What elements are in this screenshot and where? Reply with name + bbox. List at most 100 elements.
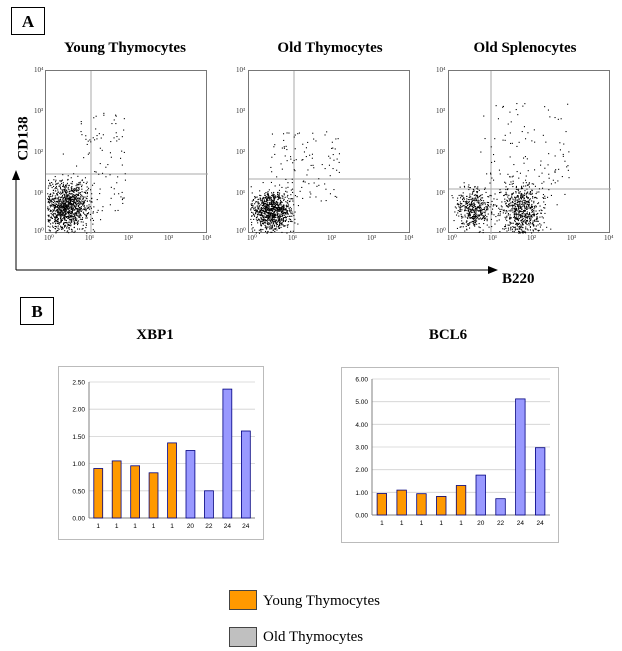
event-dot [68,193,70,195]
event-dot [283,139,285,141]
event-dot [536,218,538,220]
event-dot [519,214,521,216]
event-dot [533,129,535,131]
event-dot [484,217,486,219]
event-dot [57,222,59,224]
event-dot [254,229,256,231]
x-tick-label: 24 [517,520,525,527]
event-dot [63,222,65,224]
event-dot [510,121,512,123]
event-dot [260,198,262,200]
event-dot [552,179,554,181]
event-dot [270,219,272,221]
event-dot [99,193,101,195]
event-dot [270,208,272,210]
event-dot [517,219,519,221]
event-dot [480,211,482,213]
event-dot [511,193,513,195]
event-dot [293,204,295,206]
event-dot [265,225,267,227]
event-dot [279,217,281,219]
event-dot [287,213,289,215]
event-dot [79,192,81,194]
event-dot [267,202,269,204]
event-dot [507,200,509,202]
event-dot [510,205,512,207]
event-dot [75,190,77,192]
event-dot [512,230,514,232]
event-dot [69,197,71,199]
event-dot [86,195,88,197]
event-dot [292,191,294,193]
event-dot [68,208,70,210]
event-dot [477,191,479,193]
event-dot [56,211,58,213]
event-dot [60,205,62,207]
event-dot [458,215,460,217]
event-dot [81,203,83,205]
event-dot [274,219,276,221]
event-dot [68,200,70,202]
event-dot [121,150,123,152]
event-dot [267,198,269,200]
event-dot [521,214,523,216]
event-dot [514,229,516,231]
event-dot [505,202,507,204]
event-dot [277,202,279,204]
event-dot [525,214,527,216]
event-dot [483,202,485,204]
event-dots [47,112,126,234]
event-dot [260,217,262,219]
event-dot [264,200,266,202]
event-dot [505,193,507,195]
event-dot [62,191,64,193]
event-dot [81,209,83,211]
event-dot [79,184,81,186]
event-dot [56,193,58,195]
event-dot [284,196,286,198]
event-dot [286,213,288,215]
event-dot [338,171,340,173]
event-dot [48,216,50,218]
event-dot [471,200,473,202]
event-dot [285,145,287,147]
event-dot [496,205,498,207]
event-dot [55,203,57,205]
event-dot [67,209,69,211]
event-dot [475,211,477,213]
event-dot [57,204,59,206]
event-dot [484,214,486,216]
event-dot [524,215,526,217]
event-dot [524,156,526,158]
event-dot [70,211,72,213]
event-dot [265,226,267,228]
event-dot [500,191,502,193]
event-dot [53,185,55,187]
event-dot [312,164,314,166]
event-dot [63,207,65,209]
event-dot [268,209,270,211]
event-dot [313,167,315,169]
event-dot [67,175,69,177]
event-dot [278,219,280,221]
event-dot [263,222,265,224]
event-dot [274,196,276,198]
event-dot [83,201,85,203]
event-dot [509,221,511,223]
event-dot [288,201,290,203]
event-dot [86,186,88,188]
event-dot [532,223,534,225]
event-dot [76,207,78,209]
event-dot [84,207,86,209]
event-dot [547,164,549,166]
event-dot [269,228,271,230]
event-dot [59,206,61,208]
event-dot [75,202,77,204]
event-dot [70,216,72,218]
event-dot [279,216,281,218]
event-dot [280,163,282,165]
event-dot [88,152,90,154]
event-dot [460,203,462,205]
event-dot [288,198,290,200]
event-dot [265,206,267,208]
